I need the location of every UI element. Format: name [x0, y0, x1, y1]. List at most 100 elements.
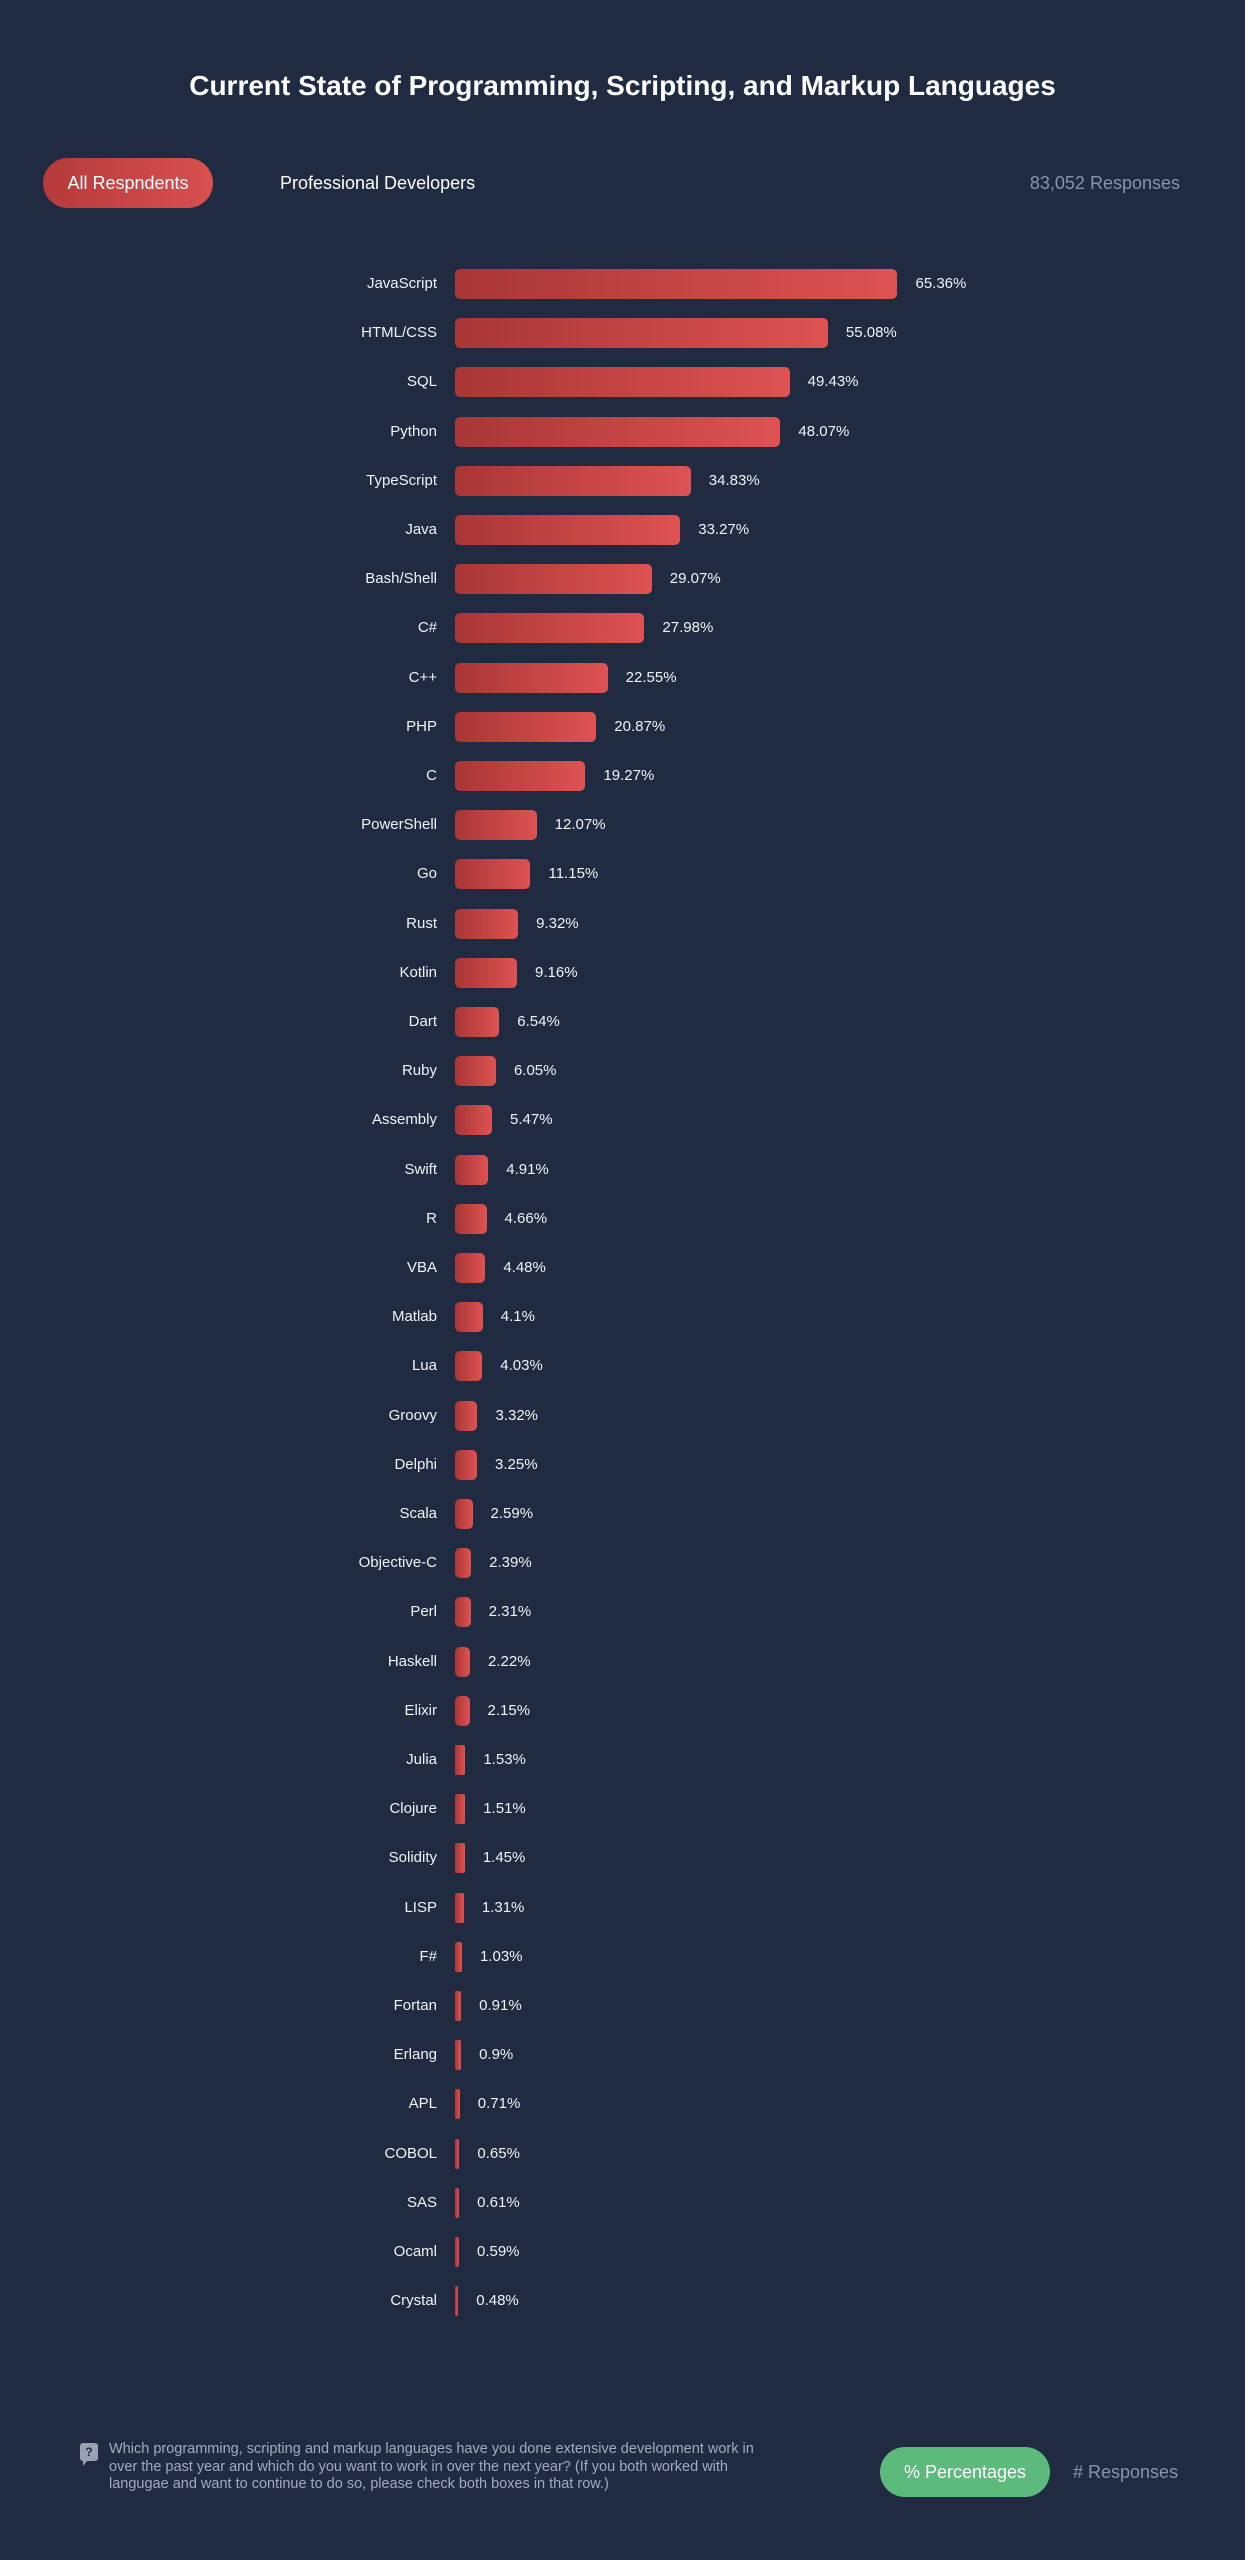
- bar-row: Ocaml 0.59%: [0, 2237, 1245, 2267]
- bar-row: HTML/CSS 55.08%: [0, 318, 1245, 349]
- bar: [455, 1597, 471, 1628]
- value-label: 0.91%: [479, 1997, 522, 2014]
- category-label: HTML/CSS: [361, 324, 437, 342]
- bar-row: Haskell 2.22%: [0, 1646, 1245, 1677]
- bar-row: Matlab 4.1%: [0, 1302, 1245, 1333]
- bar-row: R 4.66%: [0, 1203, 1245, 1234]
- bar: [455, 810, 537, 841]
- bar: [455, 2237, 459, 2267]
- value-label: 48.07%: [798, 422, 850, 440]
- value-label: 0.65%: [477, 2144, 520, 2162]
- value-label: 4.03%: [500, 1357, 543, 1375]
- category-label: C: [426, 767, 437, 784]
- category-label: F#: [419, 1947, 437, 1965]
- bar: [455, 1154, 489, 1185]
- bar: [455, 1203, 487, 1234]
- category-label: Clojure: [389, 1800, 437, 1818]
- bar-row: Elixir 2.15%: [0, 1695, 1245, 1726]
- bar-row: VBA 4.48%: [0, 1253, 1245, 1283]
- bar-row: TypeScript 34.83%: [0, 465, 1245, 496]
- category-label: Python: [390, 422, 437, 440]
- value-label: 1.53%: [483, 1751, 526, 1768]
- category-label: TypeScript: [366, 471, 437, 489]
- bar-row: Groovy 3.32%: [0, 1400, 1245, 1431]
- bar-chart: JavaScript 65.36% HTML/CSS 55.08% SQL 49.43% P…: [0, 269, 1245, 2317]
- tab-all-respondents[interactable]: All Respndents: [43, 158, 213, 208]
- bar-row: PowerShell 12.07%: [0, 810, 1245, 841]
- bar-row: Ruby 6.05%: [0, 1056, 1245, 1087]
- bar: [455, 1007, 500, 1037]
- bar: [455, 2286, 459, 2317]
- bar: [455, 1056, 496, 1087]
- value-label: 19.27%: [603, 767, 655, 784]
- value-label: 34.83%: [708, 471, 760, 489]
- bar-row: Assembly 5.47%: [0, 1105, 1245, 1136]
- bar-row: PHP 20.87%: [0, 711, 1245, 742]
- category-label: Objective-C: [358, 1554, 437, 1572]
- value-label: 1.45%: [482, 1849, 526, 1867]
- category-label: Crystal: [390, 2292, 437, 2310]
- category-label: Assembly: [371, 1111, 437, 1129]
- category-label: Lua: [411, 1357, 437, 1375]
- value-label: 2.15%: [487, 1701, 531, 1719]
- bar: [455, 1941, 462, 1972]
- bar: [455, 1400, 478, 1431]
- bar-row: Solidity 1.45%: [0, 1843, 1245, 1874]
- bar-row: Lua 4.03%: [0, 1351, 1245, 1382]
- bar-row: Erlang 0.9%: [0, 2040, 1245, 2071]
- bar: [455, 1843, 465, 1874]
- category-label: Rust: [406, 914, 437, 932]
- bar: [455, 711, 597, 742]
- bar: [455, 1302, 483, 1333]
- value-label: 2.22%: [488, 1652, 531, 1670]
- bar: [455, 613, 645, 644]
- value-label: 49.43%: [807, 373, 859, 391]
- value-label: 55.08%: [845, 324, 897, 342]
- response-count: 83,052 Responses: [1029, 172, 1180, 193]
- category-label: Erlang: [393, 2046, 437, 2064]
- bar-row: APL 0.71%: [0, 2089, 1245, 2120]
- page-title: Current State of Programming, Scripting,…: [189, 70, 1056, 101]
- question-text: Which programming, scripting and markup …: [109, 2441, 754, 2492]
- bar: [455, 416, 781, 447]
- bar-row: C# 27.98%: [0, 613, 1245, 644]
- bar-row: Fortan 0.91%: [0, 1991, 1245, 2021]
- category-label: VBA: [406, 1259, 437, 1276]
- bar: [455, 515, 681, 545]
- value-label: 22.55%: [625, 668, 677, 686]
- bar: [455, 1745, 466, 1775]
- category-label: SQL: [406, 373, 437, 391]
- bar: [455, 465, 691, 496]
- value-label: 9.32%: [536, 914, 579, 932]
- category-label: Matlab: [391, 1308, 437, 1326]
- bar-row: Crystal 0.48%: [0, 2286, 1245, 2317]
- bar-row: C 19.27%: [0, 761, 1245, 791]
- category-label: Ruby: [401, 1062, 437, 1080]
- bar-row: COBOL 0.65%: [0, 2138, 1245, 2169]
- percentages-toggle[interactable]: % Percentages: [880, 2447, 1050, 2497]
- category-label: Haskell: [387, 1652, 437, 1670]
- bar: [455, 1548, 472, 1579]
- value-label: 27.98%: [662, 619, 714, 637]
- category-label: JavaScript: [366, 275, 437, 292]
- bar-row: Objective-C 2.39%: [0, 1548, 1245, 1579]
- value-label: 0.71%: [477, 2095, 521, 2113]
- value-label: 3.32%: [495, 1406, 539, 1424]
- value-label: 5.47%: [510, 1111, 553, 1129]
- bar: [455, 318, 828, 349]
- category-label: Ocaml: [393, 2243, 437, 2260]
- category-label: C++: [408, 668, 437, 686]
- value-label: 4.66%: [504, 1209, 548, 1227]
- value-label: 4.91%: [506, 1160, 549, 1178]
- bar: [455, 1695, 470, 1726]
- category-label: Elixir: [404, 1701, 438, 1719]
- tab-professional-developers[interactable]: Professional Developers: [280, 172, 476, 193]
- value-label: 9.16%: [535, 963, 578, 981]
- value-label: 0.61%: [477, 2193, 520, 2211]
- value-label: 2.31%: [488, 1603, 532, 1621]
- value-label: 6.54%: [517, 1013, 560, 1030]
- bar: [455, 1892, 464, 1923]
- value-label: 12.07%: [554, 816, 606, 834]
- category-label: LISP: [404, 1898, 437, 1916]
- responses-toggle[interactable]: # Responses: [1073, 2461, 1179, 2482]
